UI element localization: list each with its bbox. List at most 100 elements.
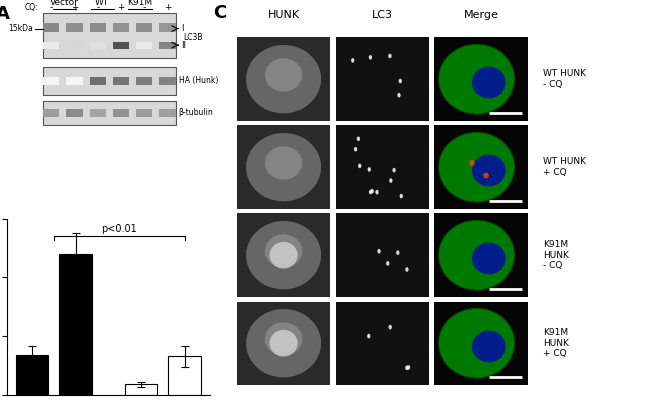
Ellipse shape — [369, 55, 372, 60]
Text: -: - — [96, 3, 99, 12]
Ellipse shape — [368, 167, 371, 172]
FancyBboxPatch shape — [434, 214, 528, 297]
Ellipse shape — [367, 334, 370, 339]
FancyBboxPatch shape — [335, 125, 430, 209]
Text: Vector: Vector — [50, 0, 79, 7]
Text: +: + — [164, 3, 171, 12]
Bar — [125, 384, 157, 395]
FancyBboxPatch shape — [237, 37, 330, 121]
FancyBboxPatch shape — [66, 77, 83, 85]
FancyBboxPatch shape — [434, 301, 528, 385]
Text: +: + — [71, 3, 78, 12]
FancyBboxPatch shape — [434, 125, 528, 209]
Ellipse shape — [270, 330, 298, 357]
FancyBboxPatch shape — [159, 109, 176, 116]
Text: K91M
HUNK
- CQ: K91M HUNK - CQ — [543, 240, 569, 270]
Text: LC3B: LC3B — [183, 33, 202, 42]
Text: HA (Hunk): HA (Hunk) — [179, 77, 218, 85]
Ellipse shape — [469, 160, 474, 166]
Ellipse shape — [375, 190, 378, 195]
FancyBboxPatch shape — [159, 23, 176, 32]
Text: -: - — [49, 3, 53, 12]
Ellipse shape — [439, 45, 514, 113]
Text: Merge: Merge — [464, 10, 499, 20]
FancyBboxPatch shape — [113, 77, 129, 85]
FancyBboxPatch shape — [43, 23, 60, 32]
Ellipse shape — [265, 146, 302, 180]
FancyBboxPatch shape — [113, 42, 129, 49]
FancyBboxPatch shape — [90, 77, 106, 85]
FancyBboxPatch shape — [43, 109, 60, 116]
Bar — [59, 254, 92, 395]
Text: C: C — [213, 4, 226, 22]
Text: β-tubulin: β-tubulin — [179, 108, 213, 118]
FancyBboxPatch shape — [90, 109, 106, 116]
Text: 15kDa: 15kDa — [8, 24, 33, 33]
Ellipse shape — [438, 308, 515, 379]
Bar — [16, 355, 49, 395]
FancyBboxPatch shape — [113, 109, 129, 116]
Ellipse shape — [265, 234, 302, 268]
FancyBboxPatch shape — [159, 42, 176, 49]
Text: WT: WT — [95, 0, 109, 7]
FancyBboxPatch shape — [43, 77, 60, 85]
Ellipse shape — [246, 45, 321, 113]
Ellipse shape — [439, 133, 514, 202]
FancyBboxPatch shape — [335, 214, 430, 297]
FancyBboxPatch shape — [43, 42, 60, 49]
Ellipse shape — [439, 221, 514, 289]
Ellipse shape — [351, 58, 354, 63]
Ellipse shape — [438, 44, 515, 114]
Text: p<0.01: p<0.01 — [101, 224, 137, 234]
FancyBboxPatch shape — [159, 77, 176, 85]
Text: -: - — [142, 3, 146, 12]
Ellipse shape — [397, 93, 400, 98]
Ellipse shape — [369, 190, 372, 194]
Ellipse shape — [378, 249, 381, 253]
FancyBboxPatch shape — [90, 23, 106, 32]
Ellipse shape — [483, 172, 489, 179]
FancyBboxPatch shape — [136, 109, 152, 116]
FancyBboxPatch shape — [136, 23, 152, 32]
Ellipse shape — [438, 132, 515, 203]
Ellipse shape — [388, 54, 391, 58]
FancyBboxPatch shape — [237, 301, 330, 385]
FancyBboxPatch shape — [237, 214, 330, 297]
Ellipse shape — [246, 133, 321, 202]
Ellipse shape — [472, 243, 506, 274]
Ellipse shape — [354, 147, 358, 152]
FancyBboxPatch shape — [66, 42, 83, 49]
Ellipse shape — [396, 250, 400, 255]
Text: LC3: LC3 — [372, 10, 393, 20]
Ellipse shape — [270, 242, 298, 268]
Bar — [168, 356, 201, 395]
FancyBboxPatch shape — [434, 37, 528, 121]
FancyBboxPatch shape — [335, 301, 430, 385]
Ellipse shape — [389, 325, 392, 329]
Ellipse shape — [398, 79, 402, 83]
FancyBboxPatch shape — [43, 13, 176, 58]
Text: CQ:: CQ: — [24, 3, 38, 12]
Ellipse shape — [472, 155, 506, 186]
Ellipse shape — [405, 366, 408, 370]
Ellipse shape — [472, 66, 506, 98]
Ellipse shape — [389, 178, 393, 183]
FancyBboxPatch shape — [136, 77, 152, 85]
FancyBboxPatch shape — [335, 37, 430, 121]
Text: II: II — [181, 41, 186, 50]
Ellipse shape — [358, 164, 361, 168]
FancyBboxPatch shape — [237, 125, 330, 209]
FancyBboxPatch shape — [113, 23, 129, 32]
FancyBboxPatch shape — [90, 42, 106, 49]
Ellipse shape — [438, 220, 515, 291]
Ellipse shape — [246, 221, 321, 289]
Ellipse shape — [386, 261, 389, 266]
FancyBboxPatch shape — [43, 101, 176, 125]
Text: +: + — [117, 3, 125, 12]
Ellipse shape — [393, 168, 396, 172]
Ellipse shape — [472, 331, 506, 362]
Text: I: I — [181, 24, 183, 33]
Text: K91M: K91M — [127, 0, 153, 7]
Text: A: A — [0, 5, 10, 23]
Ellipse shape — [246, 309, 321, 377]
